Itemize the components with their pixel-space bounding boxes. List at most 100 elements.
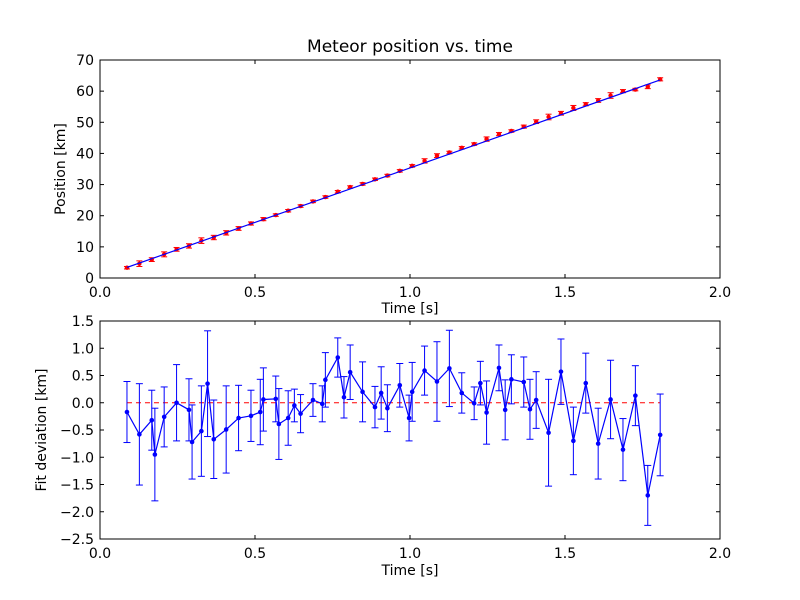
residual-plot-area xyxy=(99,320,721,540)
data-point xyxy=(347,369,353,375)
fit-line xyxy=(126,79,661,268)
xtick-label: 0.0 xyxy=(89,285,111,301)
data-point xyxy=(161,414,167,420)
data-point xyxy=(459,390,465,396)
position-plot: Meteor position vs. time 0.0 0.5 1.0 1.5 2.0… xyxy=(53,37,731,317)
data-point xyxy=(372,404,378,410)
data-point xyxy=(471,400,477,406)
data-point xyxy=(583,380,589,386)
ytick-label: 70 xyxy=(76,53,94,69)
position-plot-ticks xyxy=(99,59,721,279)
ytick-label: 0 xyxy=(85,271,94,287)
ytick-label: −1.0 xyxy=(60,450,94,466)
data-point xyxy=(406,415,412,421)
data-point xyxy=(608,397,613,402)
data-point xyxy=(205,381,210,386)
data-point xyxy=(124,409,130,415)
data-point xyxy=(633,393,638,398)
data-point xyxy=(261,397,266,402)
data-point xyxy=(285,415,291,421)
data-point xyxy=(335,355,341,360)
data-point xyxy=(521,379,527,385)
xtick-label: 2.0 xyxy=(709,285,731,301)
data-point xyxy=(149,417,155,423)
ytick-label: −2.5 xyxy=(60,532,94,548)
residual-plot-ylabel: Fit deviation [km] xyxy=(34,368,50,491)
ytick-label: 50 xyxy=(76,115,94,131)
data-point xyxy=(257,409,263,415)
data-point xyxy=(434,153,440,158)
data-point xyxy=(211,436,217,442)
ytick-label: 0.5 xyxy=(72,369,94,385)
data-point xyxy=(152,452,158,457)
xtick-label: 1.0 xyxy=(399,285,421,301)
position-plot-xlabel: Time [s] xyxy=(381,301,439,317)
data-point xyxy=(397,383,403,388)
residual-plot-ytick-labels: 1.5 1.0 0.5 0.0 −0.5 −1.0 −1.5 −2.0 −2.5 xyxy=(60,314,94,548)
ytick-label: 10 xyxy=(76,240,94,256)
data-point xyxy=(360,389,365,395)
data-point xyxy=(447,366,452,371)
ytick-label: 1.0 xyxy=(72,341,94,357)
data-point xyxy=(137,432,142,437)
data-point xyxy=(434,379,440,384)
xtick-label: 2.0 xyxy=(709,546,731,562)
ytick-label: −2.0 xyxy=(60,505,94,521)
data-point xyxy=(571,105,576,111)
position-plot-marks xyxy=(123,77,664,270)
xtick-label: 1.0 xyxy=(399,546,421,562)
residual-plot: 0.0 0.5 1.0 1.5 2.0 1.5 1.0 0.5 0.0 −0.5 −1.0 −1.5… xyxy=(34,314,731,579)
data-point xyxy=(248,413,254,419)
data-point xyxy=(323,377,328,383)
ytick-label: 20 xyxy=(76,209,94,225)
data-point xyxy=(527,406,533,412)
xtick-label: 1.5 xyxy=(554,285,576,301)
data-point xyxy=(236,415,241,421)
data-point xyxy=(620,447,626,452)
data-point xyxy=(502,407,508,413)
data-point xyxy=(546,114,551,120)
ytick-label: 40 xyxy=(76,146,94,162)
data-point xyxy=(223,427,229,432)
xtick-label: 0.5 xyxy=(244,285,266,301)
data-point xyxy=(546,430,551,436)
data-point xyxy=(174,400,179,406)
data-point xyxy=(509,377,514,382)
data-point xyxy=(478,380,483,386)
data-point xyxy=(533,397,539,403)
position-plot-ytick-labels: 0 10 20 30 40 50 60 70 xyxy=(76,53,94,287)
position-plot-ylabel: Position [km] xyxy=(53,123,69,215)
data-point xyxy=(186,407,192,413)
ytick-label: 1.5 xyxy=(72,314,94,330)
data-point xyxy=(496,131,502,137)
data-point xyxy=(292,403,297,408)
data-point xyxy=(378,390,384,396)
residual-plot-xlabel: Time [s] xyxy=(381,563,439,579)
position-plot-title: Meteor position vs. time xyxy=(307,37,513,57)
ytick-label: −0.5 xyxy=(60,423,94,439)
xtick-label: 1.5 xyxy=(554,546,576,562)
data-point xyxy=(273,396,279,402)
data-point xyxy=(645,84,650,89)
position-plot-frame xyxy=(100,60,720,278)
data-point xyxy=(319,401,325,407)
residual-plot-marks xyxy=(123,329,664,526)
data-point xyxy=(341,395,347,400)
data-point xyxy=(276,421,282,427)
residual-plot-xtick-labels: 0.0 0.5 1.0 1.5 2.0 xyxy=(89,546,731,562)
data-point xyxy=(484,410,489,415)
data-point xyxy=(496,365,502,371)
residual-plot-ticks xyxy=(99,320,721,540)
data-point xyxy=(124,265,130,270)
data-point xyxy=(385,405,390,411)
position-plot-xtick-labels: 0.0 0.5 1.0 1.5 2.0 xyxy=(89,285,731,301)
data-point xyxy=(657,432,663,438)
ytick-label: 60 xyxy=(76,84,94,100)
data-point xyxy=(409,389,415,395)
ytick-label: 30 xyxy=(76,178,94,194)
data-point xyxy=(595,441,601,446)
data-point xyxy=(558,369,564,374)
ytick-label: −1.5 xyxy=(60,478,94,494)
position-plot-area xyxy=(99,59,721,279)
